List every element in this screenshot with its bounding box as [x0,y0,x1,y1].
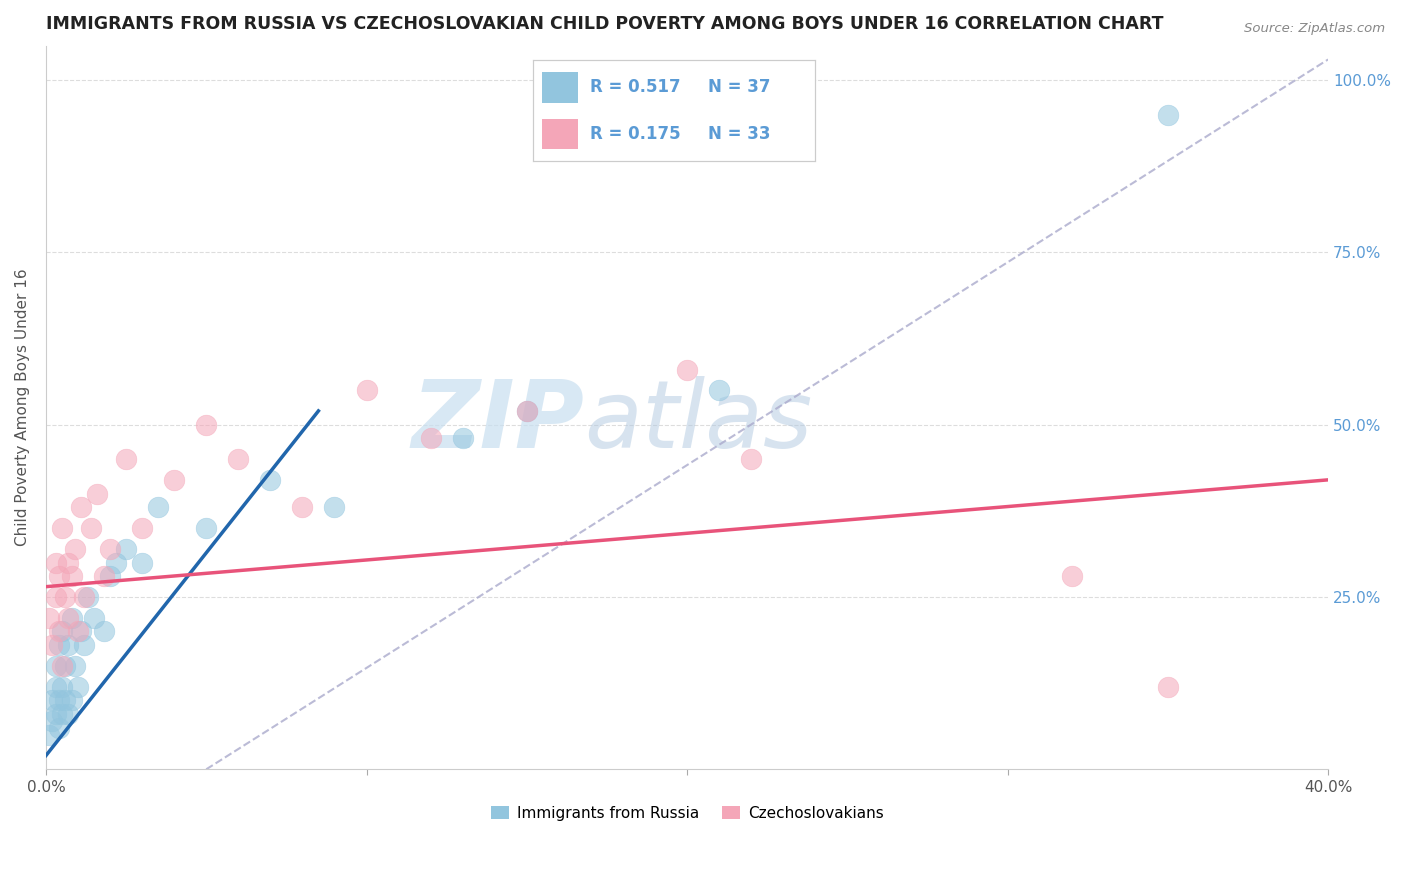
Point [38,728,60,742]
Point [66,680,89,694]
Point [51,624,73,639]
Point [131,556,153,570]
Point [1157,107,1180,121]
Point [60,569,83,583]
Point [356,384,378,398]
Point [48,693,70,707]
Point [291,500,314,515]
Point [38,610,60,624]
Point [323,500,346,515]
Point [740,452,762,467]
Point [58,556,80,570]
Point [41,714,63,728]
Point [259,473,281,487]
Point [63,659,86,673]
Point [70,624,93,639]
Point [115,452,138,467]
Point [60,693,83,707]
Point [80,521,103,535]
Point [53,659,76,673]
Point [45,590,67,604]
Point [76,590,98,604]
Point [146,500,169,515]
Point [516,404,538,418]
Point [51,680,73,694]
Point [60,610,83,624]
Point [98,541,121,556]
Point [63,541,86,556]
Point [1060,569,1083,583]
Point [419,432,441,446]
Point [98,569,121,583]
Point [516,404,538,418]
Point [195,521,218,535]
Point [48,624,70,639]
Point [48,569,70,583]
Point [93,624,115,639]
Point [163,473,186,487]
Point [1157,680,1180,694]
Point [48,638,70,652]
Point [195,417,218,432]
Point [115,541,138,556]
Point [105,556,128,570]
Point [41,693,63,707]
Point [707,384,730,398]
Point [70,500,93,515]
Point [58,610,80,624]
Point [83,610,105,624]
Point [66,624,89,639]
Point [226,452,249,467]
Point [451,432,474,446]
Point [676,362,699,376]
Point [45,680,67,694]
Y-axis label: Child Poverty Among Boys Under 16: Child Poverty Among Boys Under 16 [15,268,30,546]
Point [41,638,63,652]
Point [45,556,67,570]
Point [93,569,115,583]
Point [53,590,76,604]
Point [73,590,96,604]
Point [53,693,76,707]
Point [73,638,96,652]
Legend: Immigrants from Russia, Czechoslovakians: Immigrants from Russia, Czechoslovakians [485,799,890,827]
Point [86,486,108,500]
Text: IMMIGRANTS FROM RUSSIA VS CZECHOSLOVAKIAN CHILD POVERTY AMONG BOYS UNDER 16 CORR: IMMIGRANTS FROM RUSSIA VS CZECHOSLOVAKIA… [46,15,1164,33]
Point [51,659,73,673]
Point [45,659,67,673]
Point [58,638,80,652]
Point [51,707,73,722]
Point [45,707,67,722]
Point [48,721,70,735]
Text: atlas: atlas [585,376,813,467]
Point [131,521,153,535]
Text: Source: ZipAtlas.com: Source: ZipAtlas.com [1244,22,1385,36]
Point [51,521,73,535]
Point [58,707,80,722]
Text: ZIP: ZIP [412,376,585,468]
